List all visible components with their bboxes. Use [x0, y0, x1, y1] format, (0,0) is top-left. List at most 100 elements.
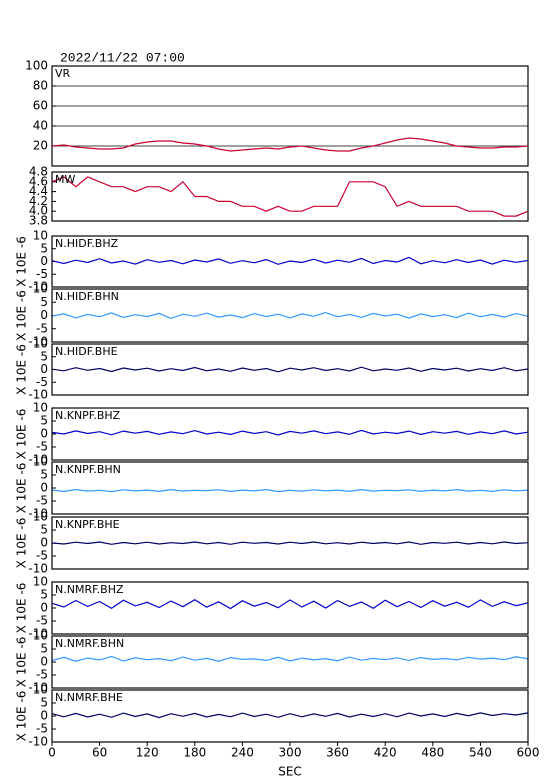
x-tick-label: 180: [183, 746, 206, 760]
x-tick-label: 240: [231, 746, 254, 760]
y-tick-label: -10: [28, 627, 48, 641]
y-tick-label: 4.6: [29, 174, 48, 188]
x-tick-label: 300: [279, 746, 302, 760]
data-line: [51, 311, 529, 320]
panel-frame: [51, 65, 529, 167]
y-tick-label: 5: [40, 468, 48, 482]
x-tick-label: 360: [326, 746, 349, 760]
y-tick-label: -5: [36, 668, 48, 682]
panel-label: N.KNPF.BHN: [55, 463, 121, 476]
y-axis-label: X 10E -6: [15, 583, 29, 634]
y-tick-label: -10: [28, 335, 48, 349]
x-axis-label: SEC: [278, 765, 302, 779]
y-tick-label: 4.4: [29, 184, 48, 198]
y-tick-label: 4.0: [29, 204, 48, 218]
panel-label: N.KNPF.BHE: [55, 518, 120, 531]
y-tick-label: 0: [40, 601, 48, 615]
y-tick-label: 5: [40, 295, 48, 309]
panel-frame: [51, 689, 529, 743]
y-tick-label: 5: [40, 696, 48, 710]
y-tick-label: -5: [36, 267, 48, 281]
y-tick-label: 0: [40, 481, 48, 495]
y-tick-label: 0: [40, 308, 48, 322]
y-tick-label: -10: [28, 453, 48, 467]
y-tick-label: 3.8: [29, 214, 48, 228]
y-tick-label: -10: [28, 507, 48, 521]
y-axis-label: X 10E -6: [15, 344, 29, 395]
y-tick-label: -10: [28, 280, 48, 294]
y-axis-label: X 10E -6: [15, 637, 29, 688]
y-tick-label: 10: [33, 401, 48, 415]
y-tick-label: 40: [33, 119, 48, 133]
panel-frame: [51, 343, 529, 396]
panel-frame: [51, 407, 529, 461]
data-line: [51, 541, 529, 545]
x-tick-label: 600: [517, 746, 540, 760]
y-tick-label: 10: [33, 510, 48, 524]
panel-label: N.NMRF.BHN: [55, 637, 124, 650]
panel-frame: [51, 461, 529, 515]
y-tick-label: -5: [36, 440, 48, 454]
x-tick-label: 420: [374, 746, 397, 760]
data-line: [51, 488, 529, 493]
y-tick-label: 5: [40, 414, 48, 428]
panel-label: N.KNPF.BHZ: [55, 409, 121, 422]
y-tick-label: 0: [40, 254, 48, 268]
y-axis-label: X 10E -6: [15, 290, 29, 341]
x-tick-label: 0: [48, 746, 56, 760]
y-tick-label: 80: [33, 79, 48, 93]
y-tick-label: -10: [28, 562, 48, 576]
y-axis-label: X 10E -6: [15, 518, 29, 569]
chart-title: 2022/11/22 07:00: [60, 50, 185, 65]
data-line: [51, 429, 529, 436]
panel-label: N.HIDF.BHN: [55, 290, 119, 303]
y-tick-label: 0: [40, 709, 48, 723]
y-tick-label: -5: [36, 321, 48, 335]
y-tick-label: 0: [40, 536, 48, 550]
y-tick-label: 0: [40, 362, 48, 376]
y-tick-label: 5: [40, 642, 48, 656]
y-axis-label: X 10E -6: [15, 691, 29, 742]
panel-label: N.HIDF.BHZ: [55, 237, 119, 250]
x-tick-label: 540: [469, 746, 492, 760]
y-axis-label: X 10E -6: [15, 236, 29, 287]
panel-label: N.NMRF.BHE: [55, 691, 123, 704]
y-tick-label: -10: [28, 388, 48, 402]
y-tick-label: 10: [33, 683, 48, 697]
y-tick-label: 100: [25, 59, 48, 73]
y-tick-label: -5: [36, 614, 48, 628]
panel-frame: [51, 516, 529, 570]
x-tick-label: 60: [92, 746, 107, 760]
data-line: [51, 256, 529, 265]
data-line: [51, 655, 529, 662]
panel-frame: [51, 288, 529, 343]
y-tick-label: 10: [33, 337, 48, 351]
data-line: [51, 366, 529, 373]
panel-label: N.HIDF.BHE: [55, 345, 118, 358]
y-tick-label: -10: [28, 735, 48, 749]
panel-label: VR: [55, 67, 71, 80]
panel-label: MW: [55, 173, 75, 186]
y-tick-label: 0: [40, 655, 48, 669]
panel-frame: [51, 581, 529, 635]
y-tick-label: 60: [33, 99, 48, 113]
panel-frame: [51, 171, 529, 222]
y-tick-label: -5: [36, 375, 48, 389]
y-tick-label: 10: [33, 282, 48, 296]
y-tick-label: 4.2: [29, 194, 48, 208]
panel-frame: [51, 635, 529, 689]
y-tick-label: 10: [33, 455, 48, 469]
data-line: [51, 176, 529, 217]
y-tick-label: 5: [40, 241, 48, 255]
y-axis-label: X 10E -6: [15, 463, 29, 514]
y-tick-label: 10: [33, 229, 48, 243]
y-tick-label: 4.8: [29, 165, 48, 179]
y-tick-label: 10: [33, 575, 48, 589]
y-tick-label: 10: [33, 629, 48, 643]
y-tick-label: -5: [36, 549, 48, 563]
y-tick-label: -5: [36, 494, 48, 508]
x-tick-label: 120: [136, 746, 159, 760]
panel-label: N.NMRF.BHZ: [55, 583, 124, 596]
y-tick-label: 5: [40, 349, 48, 363]
